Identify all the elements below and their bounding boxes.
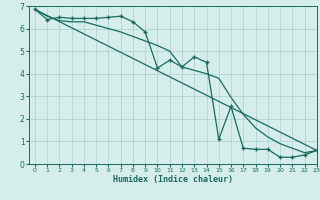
X-axis label: Humidex (Indice chaleur): Humidex (Indice chaleur)	[113, 175, 233, 184]
